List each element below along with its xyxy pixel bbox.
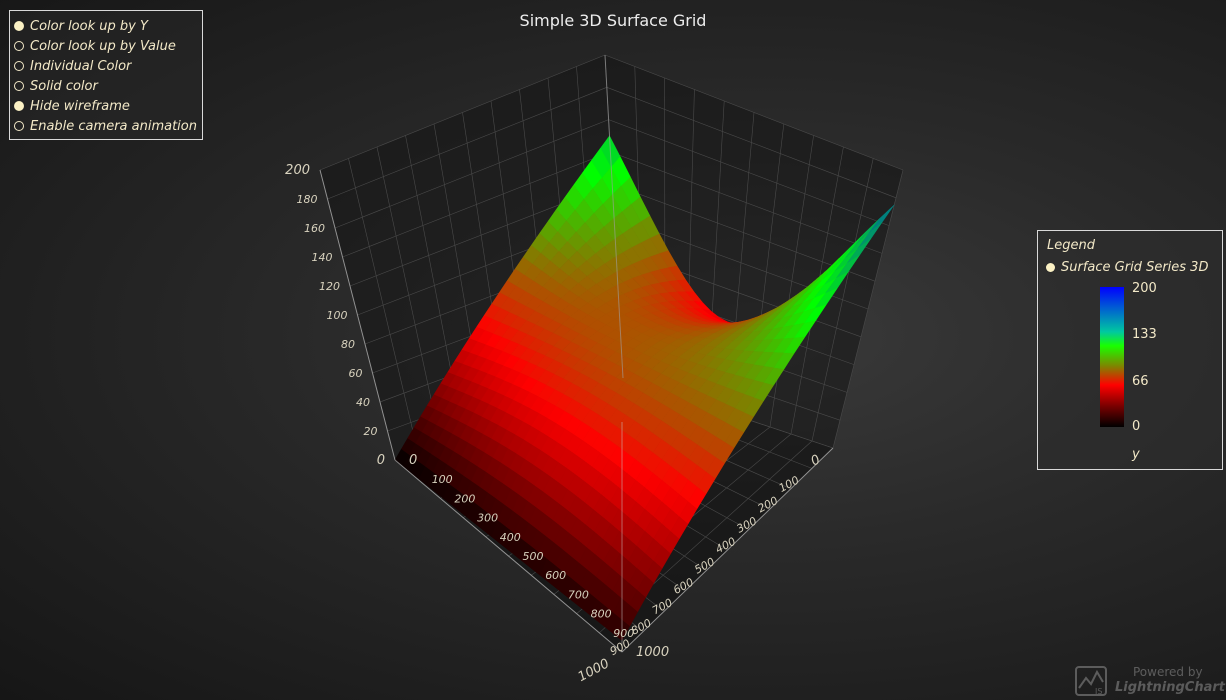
lightningchart-logo-icon: JS: [1075, 666, 1107, 696]
legend-title: Legend: [1047, 238, 1095, 253]
axis-ticks: 0204060801001201401601802000100200300400…: [285, 163, 823, 685]
y-tick-label: 20: [364, 425, 378, 438]
option-label: Color look up by Y: [30, 18, 148, 34]
z-tick-label: 0: [409, 453, 417, 468]
legend-tick-200: 200: [1132, 281, 1157, 296]
grid-line: [604, 54, 904, 171]
z-tick-label: 500: [523, 550, 544, 563]
y-tick-label: 200: [285, 163, 310, 178]
front-axis-lines: [319, 54, 834, 653]
legend-tick-0: 0: [1132, 419, 1141, 434]
grid-line: [612, 183, 876, 282]
axis-edge: [319, 169, 396, 461]
option-color-lookup-value[interactable]: Color look up by Value: [10, 36, 202, 56]
option-solid-color[interactable]: Solid color: [10, 76, 202, 96]
chart-title: Simple 3D Surface Grid: [519, 11, 707, 30]
y-tick-label: 40: [356, 396, 370, 409]
option-color-lookup-y[interactable]: Color look up by Y: [10, 16, 202, 36]
y-tick-label: 160: [304, 222, 325, 235]
z-tick-label: 100: [432, 473, 453, 486]
axis-edge: [394, 459, 623, 653]
option-individual-color[interactable]: Individual Color: [10, 56, 202, 76]
z-tick-label: 800: [591, 608, 612, 621]
y-tick-label: 120: [319, 280, 340, 293]
watermark-line1: Powered by: [1133, 665, 1203, 679]
radio-icon[interactable]: [14, 61, 24, 71]
y-tick-label: 0: [377, 453, 385, 468]
color-scale-bar: [1100, 287, 1124, 427]
y-tick-label: 80: [341, 338, 355, 351]
watermark-line2: LightningChart: [1115, 680, 1225, 695]
radio-icon[interactable]: [14, 21, 24, 31]
radio-icon[interactable]: [14, 41, 24, 51]
z-tick-label: 1000: [636, 645, 669, 660]
radio-icon[interactable]: [14, 81, 24, 91]
grid-line: [610, 151, 883, 254]
option-label: Hide wireframe: [30, 98, 130, 114]
y-tick-label: 180: [297, 193, 318, 206]
option-label: Solid color: [30, 78, 98, 94]
y-tick-label: 140: [312, 251, 333, 264]
options-panel: Color look up by Y Color look up by Valu…: [9, 10, 203, 140]
y-tick-label: 100: [327, 309, 348, 322]
z-tick-label: 900: [613, 627, 634, 640]
lightningchart-watermark: JS Powered by LightningChart: [1075, 660, 1225, 700]
x-tick-label: 1000: [576, 656, 612, 685]
legend-entry-dot-icon: [1046, 263, 1055, 272]
grid-line: [606, 87, 897, 199]
surface-grid-series: [394, 135, 895, 641]
legend-panel: Legend Surface Grid Series 3D 200 133 66…: [1037, 230, 1223, 470]
y-tick-label: 60: [349, 367, 363, 380]
option-label: Color look up by Value: [30, 38, 176, 54]
radio-icon[interactable]: [14, 101, 24, 111]
z-tick-label: 600: [545, 569, 566, 582]
grid-line: [342, 151, 611, 258]
axis-edge: [621, 447, 834, 653]
z-tick-label: 300: [477, 512, 498, 525]
grid-line: [327, 87, 607, 200]
grid-line: [319, 54, 606, 171]
legend-entry-label: Surface Grid Series 3D: [1061, 260, 1209, 275]
legend-tick-133: 133: [1132, 327, 1157, 342]
axis-edge: [604, 54, 624, 379]
logo-badge: JS: [1094, 687, 1102, 696]
legend-entry[interactable]: Surface Grid Series 3D: [1046, 260, 1208, 275]
radio-icon[interactable]: [14, 121, 24, 131]
z-tick-label: 200: [454, 492, 475, 505]
z-tick-label: 400: [500, 531, 521, 544]
option-label: Individual Color: [30, 58, 132, 74]
option-hide-wireframe[interactable]: Hide wireframe: [10, 96, 202, 116]
legend-tick-66: 66: [1132, 374, 1149, 389]
option-camera-animation[interactable]: Enable camera animation: [10, 116, 202, 136]
grid-line: [334, 119, 609, 229]
z-tick-label: 700: [568, 588, 589, 601]
option-label: Enable camera animation: [30, 118, 197, 134]
legend-unit: y: [1132, 447, 1140, 462]
grid-line: [608, 119, 890, 226]
